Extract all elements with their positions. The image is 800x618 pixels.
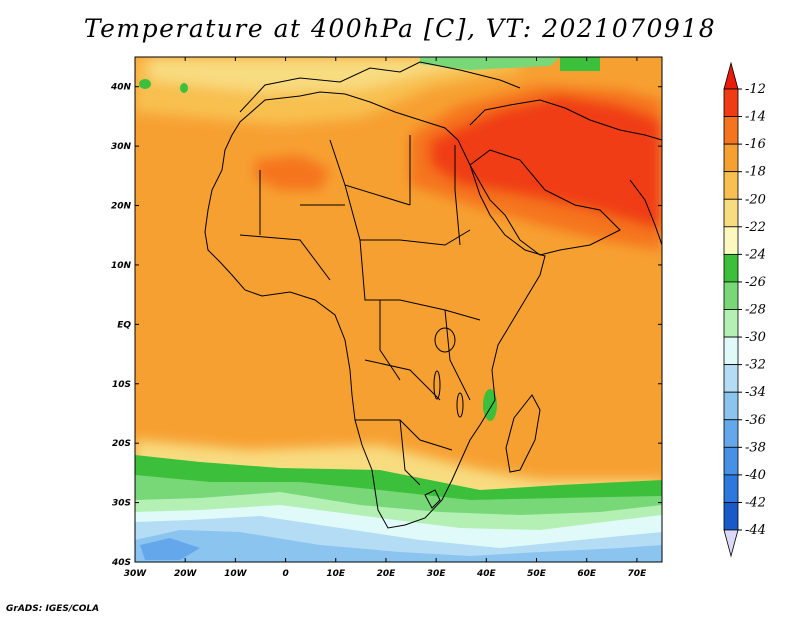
colorbar-box [723, 419, 739, 448]
colorbar-label: -34 [745, 385, 766, 400]
colorbar-label: -28 [745, 303, 766, 318]
lon-tick-label: 60E [577, 569, 597, 579]
colorbar-over-triangle [723, 61, 739, 90]
colorbar-under-triangle [723, 529, 739, 558]
colorbar-label: -18 [745, 165, 766, 180]
map-title: Temperature at 400hPa [C], VT: 202107091… [83, 14, 717, 43]
colorbar-box [723, 446, 739, 476]
map-frame [134, 56, 663, 563]
lat-tick-label: 20S [112, 439, 131, 449]
colorbar-label: -40 [745, 468, 766, 483]
coastlines [204, 61, 662, 529]
colorbar: -12 -14 -16 -18 -20 -22 -24 -26 -28 -30 -32 -34 -36 -… [723, 61, 766, 558]
colorbar-label: -32 [745, 358, 766, 373]
colorbar-label: -14 [745, 110, 766, 125]
axis-ticks: 30W 20W 10W 0 10E 20E 30E 40E 50E 60E 70E 40S 30S 20S… [110, 57, 662, 579]
colorbar-label: -12 [745, 82, 766, 97]
colorbar-label: -24 [745, 247, 766, 262]
colorbar-box [723, 502, 739, 531]
colorbar-box [723, 143, 739, 173]
colorbar-label: -30 [745, 330, 766, 345]
colorbar-label: -42 [745, 495, 766, 510]
colorbar-box [723, 198, 739, 228]
colorbar-box [723, 281, 739, 310]
lon-tick-label: 30E [427, 569, 447, 579]
colorbar-box [723, 474, 739, 503]
colorbar-box [723, 364, 739, 393]
colorbar-label: -44 [745, 523, 766, 538]
lon-tick-label: 10W [224, 569, 248, 579]
colorbar-box [723, 226, 739, 255]
colorbar-box [723, 309, 739, 338]
colorbar-label: -16 [745, 137, 766, 152]
lon-tick-label: 10E [326, 569, 346, 579]
colorbar-box [723, 391, 739, 421]
colorbar-box [723, 253, 739, 283]
grads-credit: GrADS: IGES/COLA [6, 604, 100, 614]
lat-tick-label: 40N [110, 83, 132, 93]
lon-tick-label: 0 [282, 569, 288, 579]
colorbar-box [723, 171, 739, 200]
colorbar-label: -36 [745, 413, 766, 428]
lat-tick-label: 10S [112, 380, 131, 390]
lon-tick-label: 20E [377, 569, 397, 579]
colorbar-box [723, 116, 739, 145]
lat-tick-label: 40S [111, 558, 131, 568]
lon-tick-label: 30W [124, 569, 148, 579]
colorbar-label: -22 [745, 220, 766, 235]
lat-tick-label: 30N [111, 142, 132, 152]
colorbar-box [723, 88, 739, 117]
lat-tick-label: 10N [111, 261, 132, 271]
colorbar-box [723, 336, 739, 366]
lat-tick-label: EQ [117, 320, 131, 330]
colorbar-label: -26 [745, 275, 766, 290]
lat-tick-label: 20N [111, 202, 132, 212]
colorbar-label: -38 [745, 440, 766, 455]
temperature-field [135, 57, 662, 562]
colorbar-label: -20 [745, 192, 766, 207]
lon-tick-label: 50E [527, 569, 547, 579]
lat-tick-label: 30S [112, 499, 131, 509]
lon-tick-label: 20W [174, 569, 198, 579]
lon-tick-label: 70E [628, 569, 648, 579]
lon-tick-label: 40E [476, 569, 497, 579]
